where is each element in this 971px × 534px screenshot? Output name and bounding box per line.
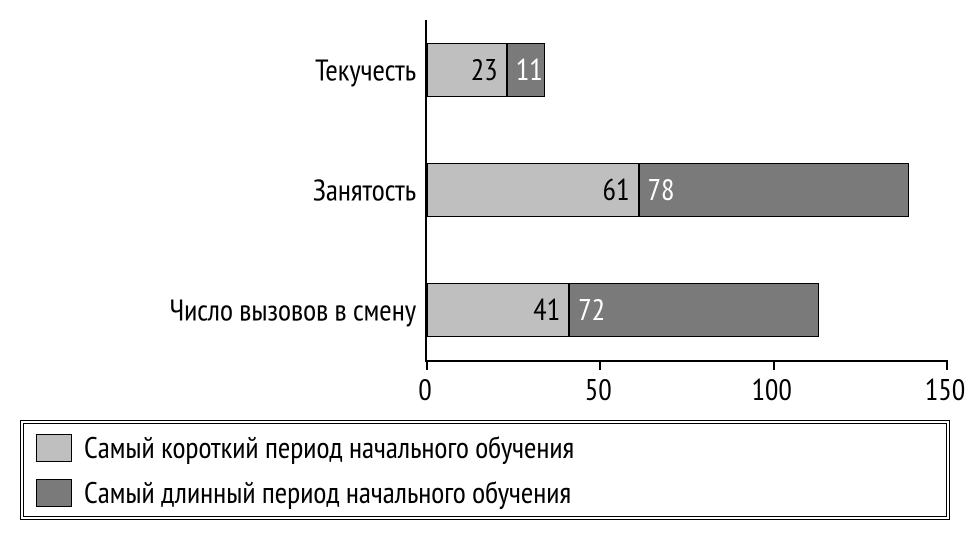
bar-segment-short: 61 xyxy=(427,163,639,217)
chart-container: Текучесть Занятость Число вызовов в смен… xyxy=(0,0,971,534)
legend: Самый короткий период начального обучени… xyxy=(20,420,950,520)
bar-segment-long: 72 xyxy=(569,283,819,337)
legend-swatch-short xyxy=(36,434,72,462)
bar-segment-long: 78 xyxy=(639,163,909,217)
category-label: Текучесть xyxy=(315,51,416,90)
x-tick xyxy=(599,360,601,370)
x-tick-label: 0 xyxy=(418,370,432,409)
x-tick xyxy=(946,360,948,370)
bar-segment-long: 11 xyxy=(507,43,545,97)
bar-row: 41 72 xyxy=(427,283,819,337)
category-label: Занятость xyxy=(313,171,416,210)
legend-item-long: Самый длинный период начального обучения xyxy=(36,473,934,512)
bar-row: 23 11 xyxy=(427,43,545,97)
plot-area: 23 11 61 78 41 72 xyxy=(425,20,947,362)
legend-label-long: Самый длинный период начального обучения xyxy=(84,473,571,512)
category-label: Число вызовов в смену xyxy=(169,291,416,330)
x-tick xyxy=(773,360,775,370)
x-tick xyxy=(426,360,428,370)
legend-item-short: Самый короткий период начального обучени… xyxy=(36,428,934,467)
bar-row: 61 78 xyxy=(427,163,909,217)
x-tick-label: 150 xyxy=(925,370,966,409)
bar-segment-short: 23 xyxy=(427,43,507,97)
legend-label-short: Самый короткий период начального обучени… xyxy=(84,428,574,467)
x-tick-label: 100 xyxy=(751,370,792,409)
legend-swatch-long xyxy=(36,479,72,507)
bar-segment-short: 41 xyxy=(427,283,569,337)
x-tick-label: 50 xyxy=(585,370,612,409)
